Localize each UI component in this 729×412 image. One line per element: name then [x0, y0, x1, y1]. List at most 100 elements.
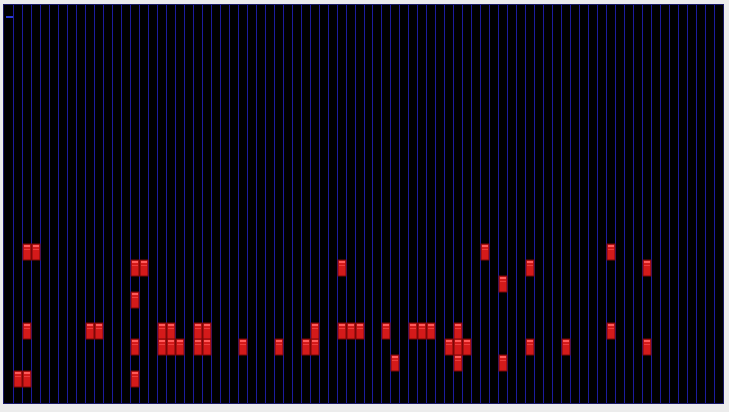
- brick[interactable]: [166, 338, 176, 356]
- brick-highlight: [177, 340, 183, 342]
- brick-body: [139, 259, 149, 277]
- brick[interactable]: [130, 291, 140, 309]
- brick[interactable]: [193, 338, 203, 356]
- brick-highlight: [132, 261, 138, 263]
- brick-body: [22, 243, 32, 261]
- brick[interactable]: [426, 322, 436, 340]
- brick-stripe: [240, 344, 246, 345]
- brick-body: [94, 322, 104, 340]
- brick-highlight: [428, 324, 434, 326]
- brick[interactable]: [606, 243, 616, 261]
- brick-stripe: [348, 328, 354, 329]
- brick[interactable]: [130, 259, 140, 277]
- brick[interactable]: [166, 322, 176, 340]
- brick-highlight: [132, 372, 138, 374]
- brick-body: [202, 338, 212, 356]
- brick-body: [498, 275, 508, 293]
- brick[interactable]: [175, 338, 185, 356]
- brick[interactable]: [606, 322, 616, 340]
- brick[interactable]: [310, 338, 320, 356]
- brick[interactable]: [202, 322, 212, 340]
- brick[interactable]: [337, 259, 347, 277]
- brick[interactable]: [480, 243, 490, 261]
- brick[interactable]: [390, 354, 400, 372]
- brick[interactable]: [525, 338, 535, 356]
- brick-stripe: [24, 328, 30, 329]
- brick-stripe: [464, 344, 470, 345]
- brick[interactable]: [498, 354, 508, 372]
- brick[interactable]: [561, 338, 571, 356]
- brick-highlight: [240, 340, 246, 342]
- brick-stripe: [527, 344, 533, 345]
- brick-body: [498, 354, 508, 372]
- brick[interactable]: [453, 354, 463, 372]
- brick-highlight: [15, 372, 21, 374]
- brick[interactable]: [381, 322, 391, 340]
- brick[interactable]: [22, 370, 32, 388]
- brick[interactable]: [94, 322, 104, 340]
- brick[interactable]: [130, 338, 140, 356]
- brick-stripe: [339, 328, 345, 329]
- brick-highlight: [24, 245, 30, 247]
- brick-highlight: [312, 324, 318, 326]
- brick-highlight: [500, 277, 506, 279]
- brick[interactable]: [13, 370, 23, 388]
- brick-stripe: [195, 328, 201, 329]
- brick[interactable]: [453, 322, 463, 340]
- brick[interactable]: [31, 243, 41, 261]
- brick-stripe: [132, 265, 138, 266]
- brick-body: [453, 354, 463, 372]
- brick[interactable]: [274, 338, 284, 356]
- brick[interactable]: [310, 322, 320, 340]
- brick-body: [561, 338, 571, 356]
- brick-body: [130, 259, 140, 277]
- brick-stripe: [177, 344, 183, 345]
- brick-highlight: [464, 340, 470, 342]
- brick-body: [130, 291, 140, 309]
- brick-body: [130, 338, 140, 356]
- brick-highlight: [204, 324, 210, 326]
- brick-body: [642, 259, 652, 277]
- brick-stripe: [24, 376, 30, 377]
- brick-body: [130, 370, 140, 388]
- brick[interactable]: [525, 259, 535, 277]
- brick[interactable]: [462, 338, 472, 356]
- brick[interactable]: [157, 338, 167, 356]
- brick[interactable]: [498, 275, 508, 293]
- brick-stripe: [159, 328, 165, 329]
- game-board[interactable]: [4, 5, 723, 403]
- brick[interactable]: [238, 338, 248, 356]
- brick-body: [337, 259, 347, 277]
- brick[interactable]: [130, 370, 140, 388]
- brick-body: [525, 259, 535, 277]
- brick[interactable]: [85, 322, 95, 340]
- game-board-frame[interactable]: [3, 4, 724, 404]
- brick[interactable]: [337, 322, 347, 340]
- brick[interactable]: [193, 322, 203, 340]
- brick[interactable]: [642, 259, 652, 277]
- brick[interactable]: [444, 338, 454, 356]
- brick[interactable]: [355, 322, 365, 340]
- brick[interactable]: [453, 338, 463, 356]
- brick[interactable]: [22, 243, 32, 261]
- brick[interactable]: [301, 338, 311, 356]
- brick-body: [642, 338, 652, 356]
- brick[interactable]: [139, 259, 149, 277]
- brick-stripe: [608, 328, 614, 329]
- brick-highlight: [383, 324, 389, 326]
- brick[interactable]: [408, 322, 418, 340]
- brick-body: [390, 354, 400, 372]
- brick-body: [85, 322, 95, 340]
- brick[interactable]: [157, 322, 167, 340]
- brick-body: [426, 322, 436, 340]
- brick-highlight: [303, 340, 309, 342]
- brick-highlight: [24, 372, 30, 374]
- brick-highlight: [410, 324, 416, 326]
- brick[interactable]: [417, 322, 427, 340]
- brick-stripe: [563, 344, 569, 345]
- brick[interactable]: [642, 338, 652, 356]
- brick-body: [606, 322, 616, 340]
- brick[interactable]: [346, 322, 356, 340]
- brick[interactable]: [202, 338, 212, 356]
- brick[interactable]: [22, 322, 32, 340]
